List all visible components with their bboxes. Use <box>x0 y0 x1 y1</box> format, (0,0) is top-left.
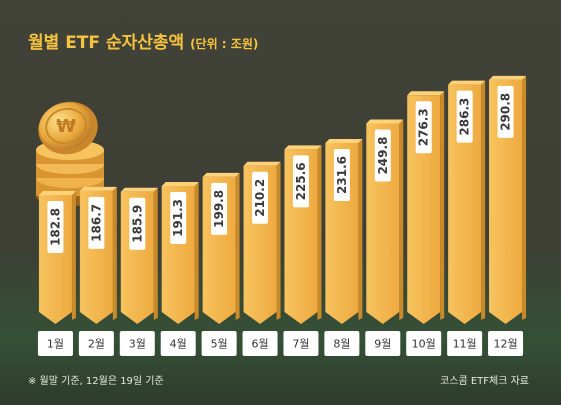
bar-value-label: 210.2 <box>253 179 267 217</box>
x-tick-label: 9월 <box>374 338 391 351</box>
svg-text:₩: ₩ <box>56 116 76 137</box>
x-tick-label: 11월 <box>453 338 477 351</box>
bar-value-label: 186.7 <box>89 204 103 242</box>
value-label-box <box>333 148 350 201</box>
bar-value-label: 290.8 <box>499 93 513 131</box>
x-label-1: 1월 <box>37 331 73 356</box>
footnote: ※ 월말 기준, 12월은 19일 기준 <box>28 376 164 387</box>
bar-value-label: 182.8 <box>48 208 62 246</box>
x-tick-label: 6월 <box>251 338 268 351</box>
bar-value-label: 191.3 <box>171 199 185 237</box>
value-label-box <box>456 90 473 143</box>
bar-7: 225.6 <box>284 145 322 324</box>
x-label-7: 7월 <box>283 331 319 356</box>
x-tick-label: 1월 <box>47 338 64 351</box>
source-credit: 코스콤 ETF체크 자료 <box>440 376 529 387</box>
x-label-2: 2월 <box>78 331 114 356</box>
value-label-box <box>292 155 309 208</box>
bar-3: 185.9 <box>120 187 158 324</box>
value-label-box <box>415 101 432 154</box>
value-label-box <box>252 171 269 224</box>
bar-8: 231.6 <box>325 138 363 324</box>
chart-unit: (단위 : 조원) <box>190 37 259 51</box>
bar-12: 290.8 <box>489 75 527 325</box>
bar-value-label: 231.6 <box>335 156 349 194</box>
x-tick-label: 8월 <box>333 338 350 351</box>
x-tick-label: 3월 <box>129 338 146 351</box>
bar-9: 249.8 <box>366 119 404 325</box>
x-tick-labels: 1월 2월 3월 4월 5월 6월 7월 8월 9월 10월 11월 12월 <box>37 331 524 356</box>
x-label-9: 9월 <box>365 331 401 356</box>
x-label-4: 4월 <box>160 331 196 356</box>
value-label-box <box>374 129 391 182</box>
bar-value-label: 199.8 <box>212 190 226 228</box>
bar-value-label: 276.3 <box>417 108 431 146</box>
bar-10: 276.3 <box>407 91 445 324</box>
x-label-12: 12월 <box>488 331 524 356</box>
coin-stack-icon: ₩ <box>36 101 104 206</box>
value-label-box <box>47 201 64 254</box>
x-label-5: 5월 <box>201 331 237 356</box>
bar-2: 186.7 <box>79 186 117 324</box>
bar-6: 210.2 <box>243 161 281 324</box>
x-tick-label: 2월 <box>88 338 105 351</box>
x-label-6: 6월 <box>242 331 278 356</box>
x-label-8: 8월 <box>324 331 360 356</box>
bars-group: 182.8 186.7 185.9 191.3 199.8 210.2 225.6 231.6… <box>38 75 527 325</box>
value-label-box <box>88 196 105 249</box>
chart-title-text: 월별 ETF 순자산총액 <box>28 33 185 53</box>
chart-title: 월별 ETF 순자산총액 (단위 : 조원) <box>28 28 258 53</box>
value-label-box <box>211 182 228 235</box>
value-label-box <box>129 197 146 250</box>
x-label-10: 10월 <box>406 331 442 356</box>
x-label-3: 3월 <box>119 331 155 356</box>
x-label-11: 11월 <box>447 331 483 356</box>
x-tick-label: 10월 <box>412 338 436 351</box>
bar-11: 286.3 <box>448 80 486 324</box>
bar-4: 191.3 <box>161 181 199 324</box>
bar-value-label: 249.8 <box>376 137 390 175</box>
value-label-box <box>170 191 187 244</box>
bar-value-label: 185.9 <box>130 205 144 243</box>
bar-5: 199.8 <box>202 172 240 324</box>
bar-value-label: 225.6 <box>294 162 308 200</box>
x-tick-label: 4월 <box>170 338 187 351</box>
bar-1: 182.8 <box>38 191 76 324</box>
x-tick-label: 5월 <box>211 338 228 351</box>
value-label-box <box>497 85 514 138</box>
x-tick-label: 7월 <box>292 338 309 351</box>
x-tick-label: 12월 <box>493 338 517 351</box>
bar-value-label: 286.3 <box>458 98 472 136</box>
